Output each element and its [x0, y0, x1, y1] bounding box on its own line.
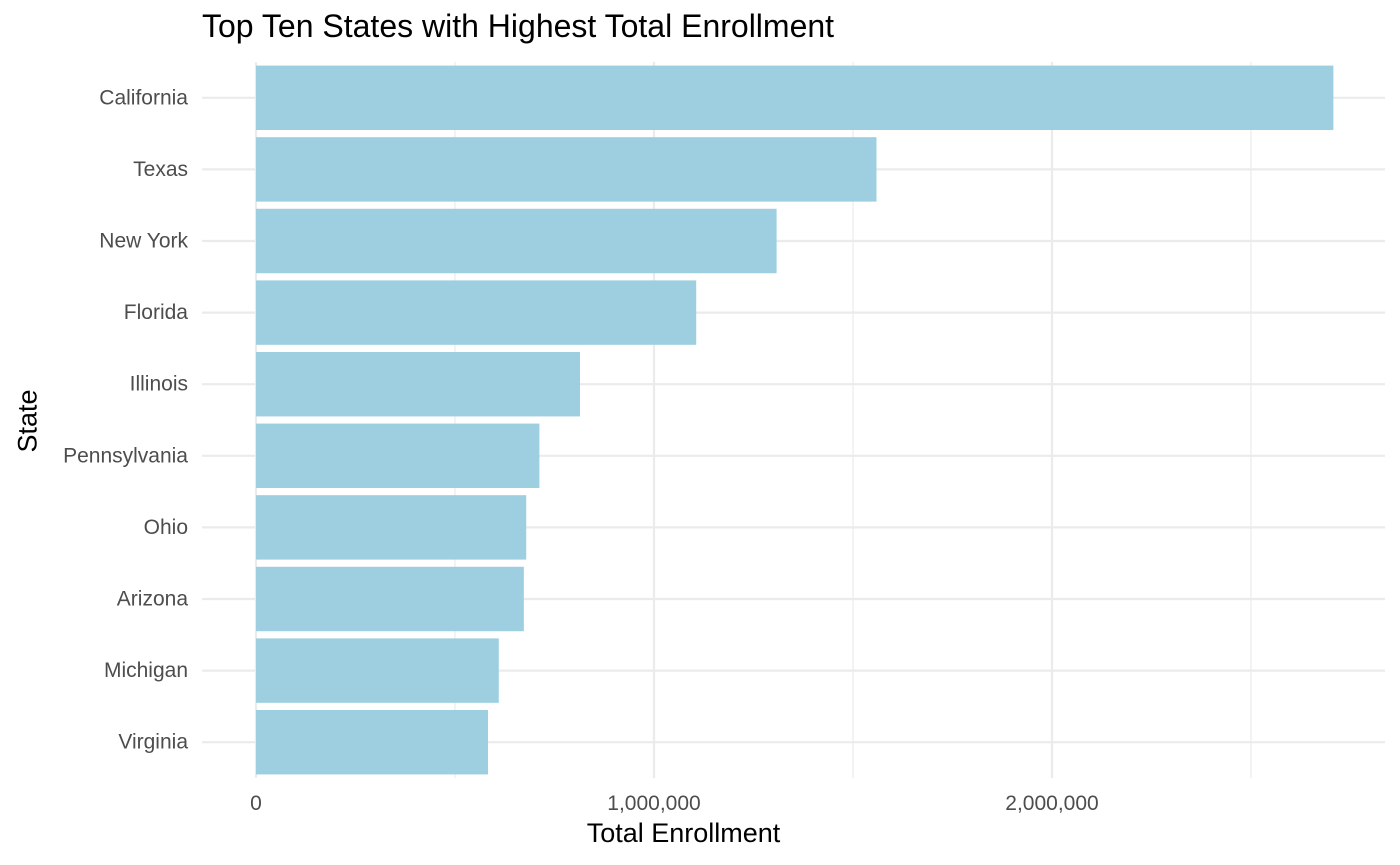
y-tick-label: Texas [133, 158, 188, 181]
y-tick-label: New York [99, 230, 188, 253]
x-tick-label: 1,000,000 [607, 792, 700, 815]
bar-texas [256, 137, 877, 202]
x-tick-label: 2,000,000 [1005, 792, 1098, 815]
y-tick-label: Illinois [130, 373, 188, 396]
bar-arizona [256, 566, 524, 632]
x-tick-label: 0 [250, 792, 262, 815]
y-tick-label: Michigan [104, 659, 188, 682]
bar-michigan [256, 638, 499, 703]
y-tick-label: California [99, 86, 188, 109]
bar-new-york [256, 208, 777, 274]
y-tick-label: Virginia [118, 731, 188, 754]
chart-title: Top Ten States with Highest Total Enroll… [202, 8, 835, 44]
y-tick-label: Pennsylvania [63, 444, 188, 467]
x-axis-title: Total Enrollment [586, 818, 781, 848]
bar-virginia [256, 709, 489, 775]
bar-illinois [256, 351, 580, 417]
y-tick-label: Arizona [117, 588, 189, 611]
bar-florida [256, 280, 697, 345]
bar-pennsylvania [256, 423, 540, 489]
bar-california [256, 65, 1334, 131]
y-tick-label: Ohio [144, 516, 188, 539]
x-axis-title-wrap: Total Enrollment [0, 818, 1400, 849]
y-axis-title: State [12, 389, 43, 453]
y-tick-label: Florida [124, 301, 189, 324]
bar-ohio [256, 495, 527, 560]
